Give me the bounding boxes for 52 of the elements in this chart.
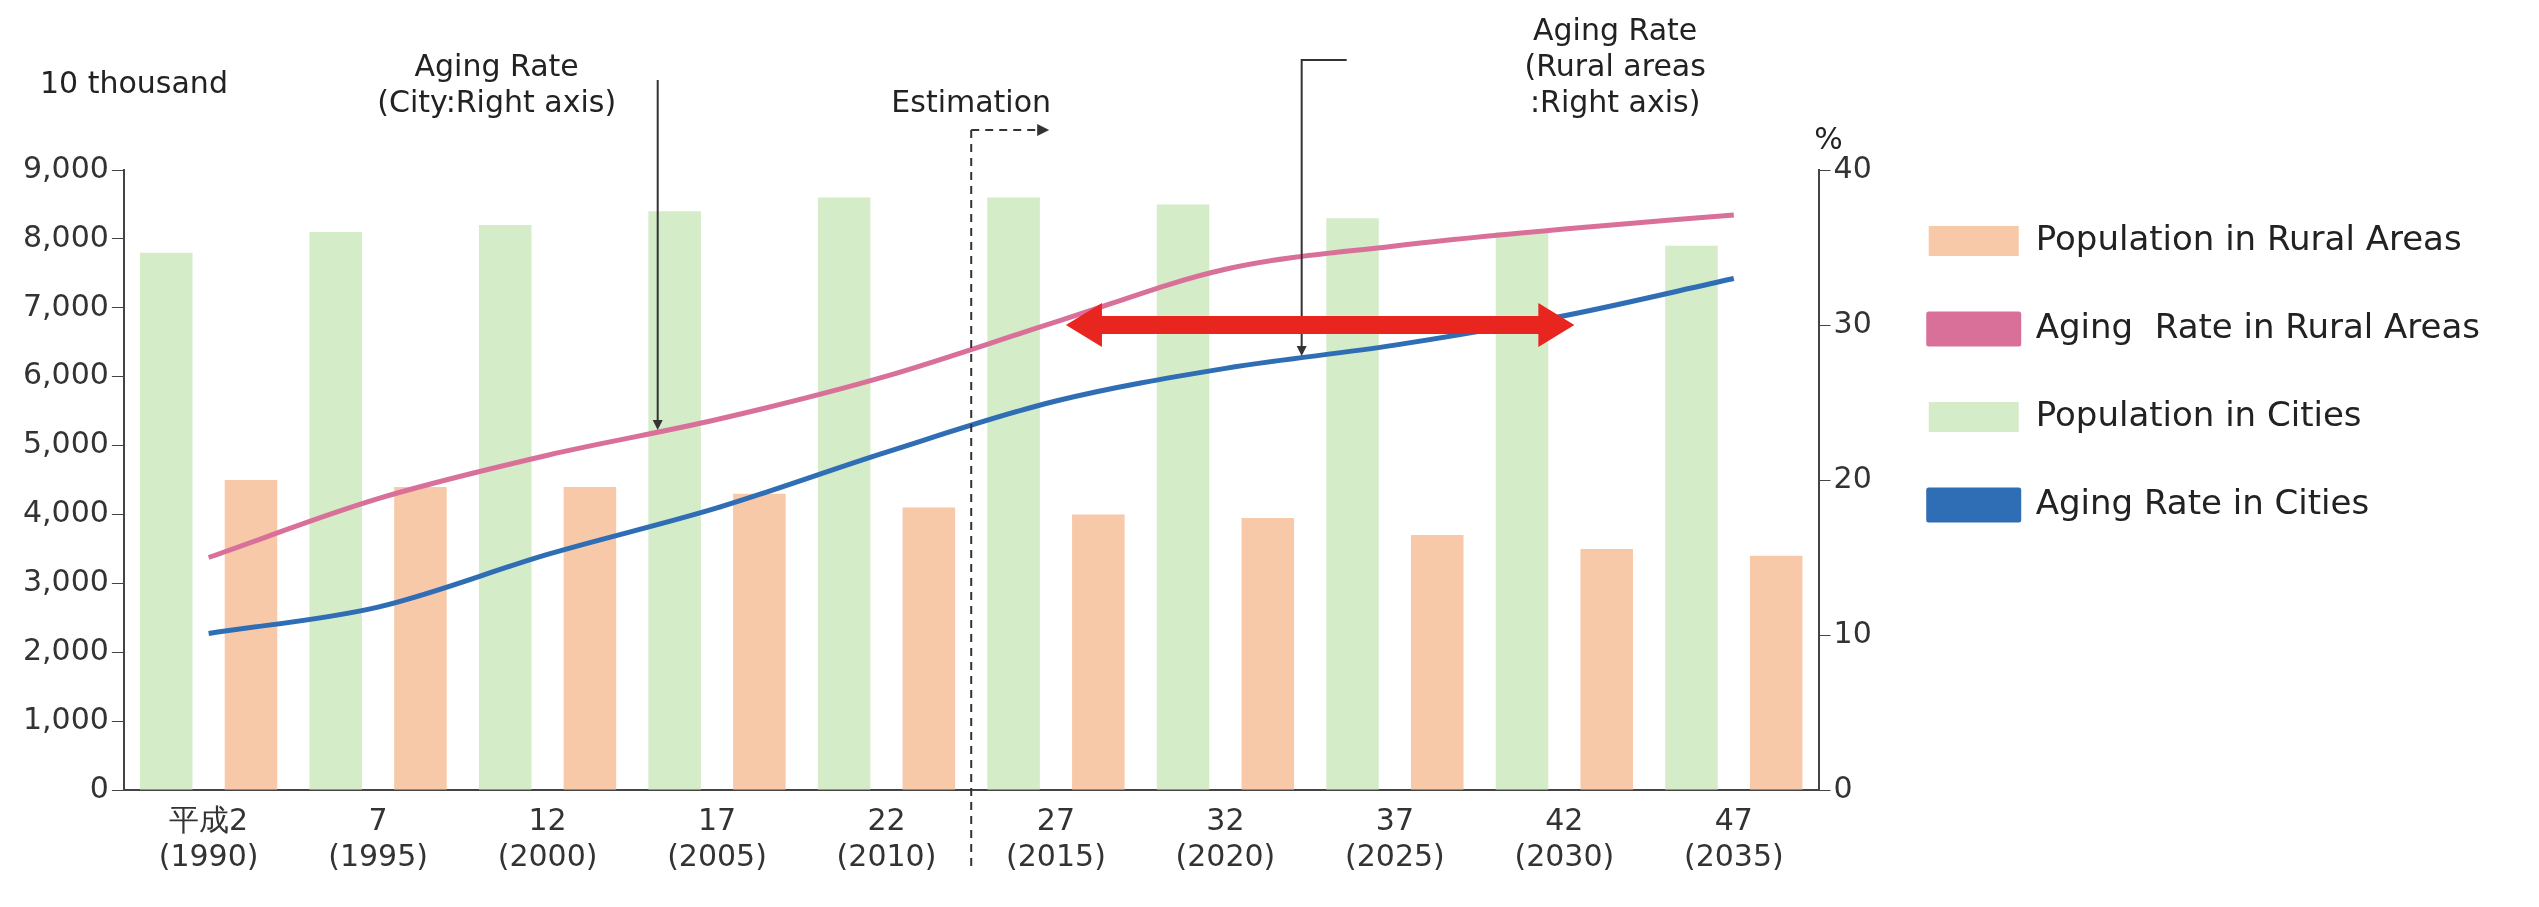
bar — [224, 480, 278, 790]
bar — [902, 507, 956, 790]
y-tick-label: 3,000 — [22, 563, 109, 599]
y-axis-title: 10 thousand — [40, 64, 228, 100]
x-tick-label: 7 (1995) — [328, 801, 428, 873]
y2-tick-label: 20 — [1833, 459, 1872, 495]
y-tick-label: 6,000 — [22, 356, 109, 392]
x-tick-label: 32 (2020) — [1175, 801, 1276, 873]
bar — [1580, 548, 1633, 790]
y-tick-label: 9,000 — [22, 149, 109, 185]
x-tick-label: 平成2 (1990) — [158, 801, 259, 873]
y-tick-label: 5,000 — [22, 425, 109, 461]
x-tick-label: 47 (2035) — [1683, 801, 1784, 873]
x-tick-label: 37 (2025) — [1345, 801, 1445, 873]
bar — [1241, 517, 1295, 790]
y2-tick-label: 0 — [1833, 769, 1853, 805]
y-tick-label: 2,000 — [22, 632, 109, 668]
y2-tick-label: 30 — [1833, 304, 1872, 340]
bar — [987, 197, 1040, 790]
bar — [1495, 232, 1549, 790]
x-tick-label: 22 (2010) — [836, 801, 937, 873]
x-tick-label: 12 (2000) — [497, 801, 598, 873]
bar — [1665, 245, 1718, 790]
legend-label: Aging Rate in Cities — [2035, 481, 2370, 522]
bar — [817, 197, 871, 790]
bar — [478, 225, 532, 790]
bar — [563, 486, 617, 790]
bar — [394, 486, 447, 790]
x-tick-label: 27 (2015) — [1006, 801, 1106, 873]
y-tick-label: 1,000 — [22, 700, 109, 736]
x-tick-label: 17 (2005) — [667, 801, 767, 873]
y-tick-label: 4,000 — [22, 494, 109, 530]
y-tick-label: 8,000 — [22, 218, 109, 254]
bar — [1410, 535, 1464, 790]
bar — [648, 211, 701, 790]
text: Estimation — [891, 84, 1052, 120]
bar — [139, 252, 193, 790]
y-tick-label: 7,000 — [22, 287, 109, 323]
text: Aging Rate (Rural areas :Right axis) — [1524, 12, 1706, 120]
bar — [1326, 218, 1379, 790]
bar — [1749, 555, 1803, 790]
x-tick-label: 42 (2030) — [1514, 801, 1615, 873]
legend-label: Population in Cities — [2035, 393, 2362, 434]
legend-label: Aging Rate in Rural Areas — [2035, 305, 2481, 346]
bar — [1156, 204, 1210, 790]
bar — [733, 493, 786, 790]
text: Aging Rate (City:Right axis) — [377, 48, 617, 120]
bar — [309, 232, 362, 790]
y2-tick-label: 10 — [1833, 614, 1872, 650]
y-tick-label: 0 — [89, 769, 109, 805]
legend-label: Population in Rural Areas — [2035, 217, 2462, 258]
bar — [1072, 514, 1125, 790]
